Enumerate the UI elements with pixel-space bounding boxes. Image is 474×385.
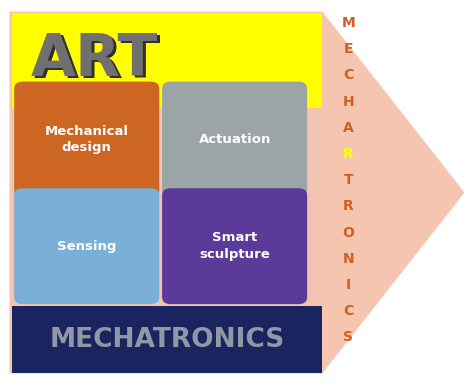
- Text: N: N: [343, 252, 354, 266]
- Text: Actuation: Actuation: [199, 133, 271, 146]
- FancyBboxPatch shape: [12, 306, 322, 373]
- Text: S: S: [343, 330, 354, 344]
- Text: C: C: [343, 304, 354, 318]
- Text: E: E: [344, 42, 353, 56]
- Polygon shape: [9, 12, 465, 373]
- Text: O: O: [342, 226, 355, 239]
- Text: A: A: [343, 121, 354, 135]
- Text: Mechanical
design: Mechanical design: [45, 125, 129, 154]
- Text: Sensing: Sensing: [57, 240, 117, 253]
- FancyBboxPatch shape: [12, 13, 322, 108]
- Text: M: M: [341, 16, 356, 30]
- Text: C: C: [343, 69, 354, 82]
- Text: Smart
sculpture: Smart sculpture: [199, 231, 270, 261]
- Text: R: R: [343, 147, 354, 161]
- Text: T: T: [344, 173, 353, 187]
- Text: ART: ART: [31, 31, 158, 88]
- FancyBboxPatch shape: [14, 82, 159, 198]
- FancyBboxPatch shape: [162, 82, 307, 198]
- Text: ART: ART: [34, 33, 161, 90]
- FancyBboxPatch shape: [162, 188, 307, 304]
- FancyBboxPatch shape: [14, 188, 159, 304]
- Text: I: I: [346, 278, 351, 292]
- FancyBboxPatch shape: [12, 112, 322, 302]
- Text: MECHATRONICS: MECHATRONICS: [49, 326, 284, 353]
- Text: H: H: [343, 95, 354, 109]
- Text: R: R: [343, 199, 354, 213]
